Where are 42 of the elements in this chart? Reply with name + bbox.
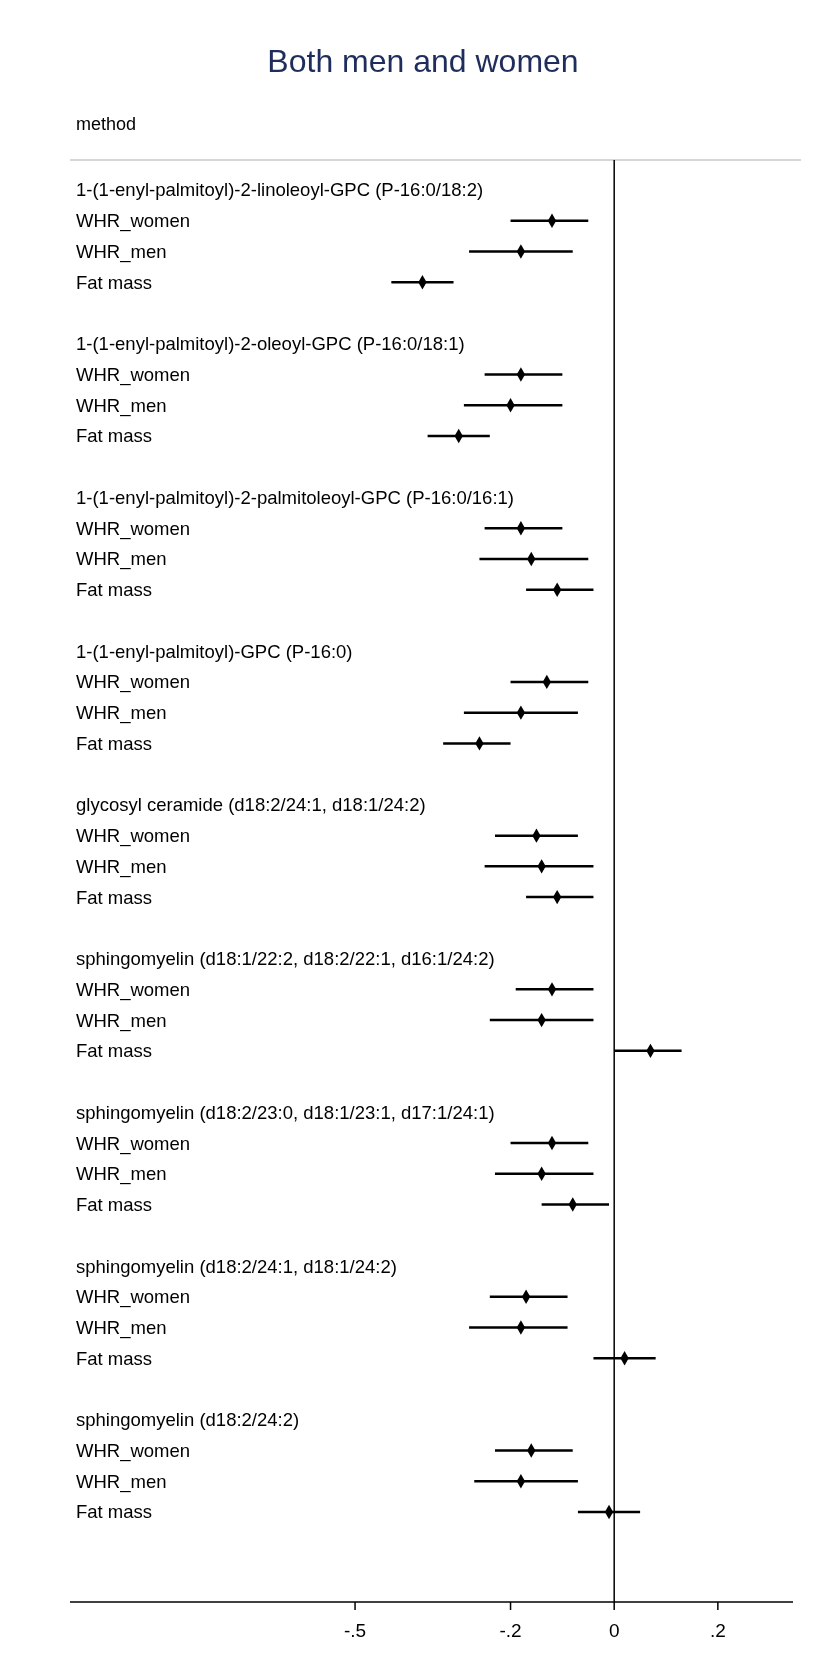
- y-tick-label: WHR_women: [76, 363, 191, 386]
- y-tick-label: WHR_women: [76, 671, 191, 694]
- x-tick-label: 0: [608, 1620, 620, 1641]
- y-tick-label: Fat mass: [76, 1501, 153, 1523]
- y-tick-label: sphingomyelin (d18:1/22:2, d18:2/22:1, d16:1/24:2): [76, 948, 495, 970]
- y-tick-label: WHR_women: [76, 1286, 191, 1309]
- y-tick-label: WHR_women: [76, 1132, 191, 1155]
- y-tick-label: WHR_women: [76, 825, 191, 848]
- y-tick-label: Fat mass: [76, 732, 153, 754]
- y-tick-label: Fat mass: [76, 579, 153, 601]
- x-tick-label: -.2: [499, 1620, 522, 1641]
- y-tick-label: Fat mass: [76, 1040, 153, 1062]
- y-tick-label: glycosyl ceramide (d18:2/24:1, d18:1/24:2): [76, 794, 426, 816]
- y-tick-label: 1-(1-enyl-palmitoyl)-2-palmitoleoyl-GPC (P-16:0/16:1): [76, 486, 514, 508]
- y-tick-label: Fat mass: [76, 271, 153, 293]
- chart-title: Both men and women: [267, 43, 579, 79]
- y-tick-label: WHR_men: [76, 1163, 167, 1186]
- y-tick-label: Fat mass: [76, 1194, 153, 1216]
- x-tick-label: -.5: [343, 1620, 367, 1641]
- y-tick-label: WHR_men: [76, 1470, 167, 1493]
- y-tick-label: Fat mass: [76, 425, 153, 447]
- y-tick-label: WHR_women: [76, 210, 191, 233]
- y-tick-label: sphingomyelin (d18:2/24:1, d18:1/24:2): [76, 1255, 397, 1277]
- y-tick-label: WHR_men: [76, 1317, 167, 1340]
- y-tick-label: WHR_men: [76, 240, 167, 263]
- y-axis-title: method: [76, 114, 137, 134]
- y-tick-label: WHR_men: [76, 1009, 167, 1032]
- y-tick-label: sphingomyelin (d18:2/24:2): [76, 1409, 300, 1431]
- y-tick-label: Fat mass: [76, 886, 153, 908]
- y-tick-label: WHR_women: [76, 978, 191, 1001]
- y-tick-label: 1-(1-enyl-palmitoyl)-2-linoleoyl-GPC (P-16:0/18:2): [76, 179, 484, 201]
- y-tick-label: sphingomyelin (d18:2/23:0, d18:1/23:1, d17:1/24:1): [76, 1101, 495, 1123]
- y-tick-label: 1-(1-enyl-palmitoyl)-GPC (P-16:0): [76, 640, 353, 662]
- y-tick-label: WHR_men: [76, 702, 167, 725]
- y-tick-label: Fat mass: [76, 1347, 153, 1369]
- y-tick-label: 1-(1-enyl-palmitoyl)-2-oleoyl-GPC (P-16:0/18:1): [76, 333, 465, 355]
- y-tick-label: WHR_men: [76, 855, 167, 878]
- y-tick-label: WHR_men: [76, 394, 167, 417]
- x-tick-label: .2: [709, 1620, 726, 1641]
- y-tick-label: WHR_women: [76, 1439, 191, 1462]
- y-tick-label: WHR_women: [76, 517, 191, 540]
- y-tick-label: WHR_men: [76, 548, 167, 571]
